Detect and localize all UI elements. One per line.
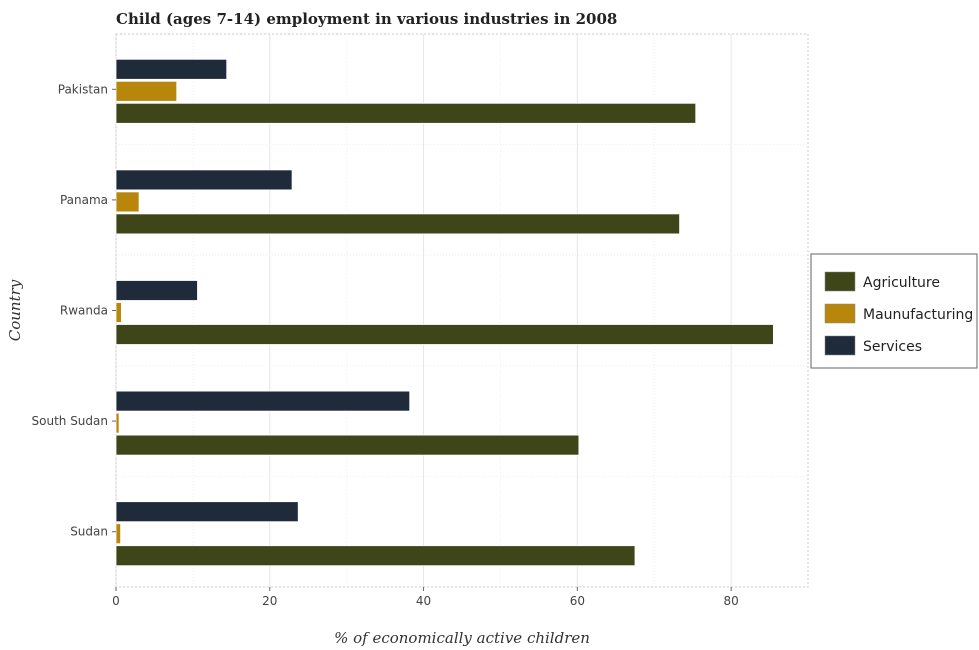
chart-title: Child (ages 7-14) employment in various …: [116, 10, 617, 28]
bar-agriculture-rwanda: [115, 324, 774, 345]
bar-maunufacturing-pakistan: [115, 80, 178, 102]
legend-label-maunufacturing: Maunufacturing: [863, 307, 973, 323]
bar-agriculture-pakistan: [115, 102, 697, 124]
bar-maunufacturing-panama: [115, 191, 140, 213]
bar-services-panama: [115, 169, 293, 191]
bar-services-pakistan: [115, 58, 228, 80]
bar-services-rwanda: [115, 280, 198, 301]
bar-agriculture-south-sudan: [115, 434, 580, 456]
legend-swatch-maunufacturing: [824, 303, 856, 324]
y-axis-title: Country: [6, 279, 24, 341]
y-tick-label: Panama: [60, 193, 108, 207]
x-tick-label: 60: [570, 594, 585, 608]
x-axis-title: % of economically active children: [334, 629, 590, 647]
x-tick-label: 40: [416, 594, 431, 608]
y-tick-label: Pakistan: [58, 82, 108, 96]
bar-agriculture-sudan: [115, 545, 636, 567]
bar-services-south-sudan: [115, 390, 411, 412]
x-tick-label: 80: [723, 594, 738, 608]
legend-swatch-services: [824, 335, 856, 356]
y-tick-label: South Sudan: [32, 414, 109, 428]
bar-maunufacturing-rwanda: [115, 302, 122, 323]
legend-swatch-agriculture: [824, 271, 856, 292]
y-tick-label: Rwanda: [60, 304, 108, 318]
bar-services-sudan: [115, 501, 299, 523]
plot-area: Pakistan Panama Rwanda South Sudan Sudan 0 20 4…: [32, 33, 809, 608]
bar-maunufacturing-south-sudan: [115, 412, 120, 434]
legend-label-services: Services: [863, 339, 922, 355]
bar-agriculture-panama: [115, 213, 680, 235]
bar-maunufacturing-sudan: [115, 523, 122, 545]
x-tick-label: 0: [112, 594, 120, 608]
x-tick-label: 20: [262, 594, 277, 608]
legend-label-agriculture: Agriculture: [863, 275, 940, 291]
legend: Agriculture Maunufacturing Services: [810, 253, 978, 369]
y-tick-label: Sudan: [70, 525, 108, 539]
